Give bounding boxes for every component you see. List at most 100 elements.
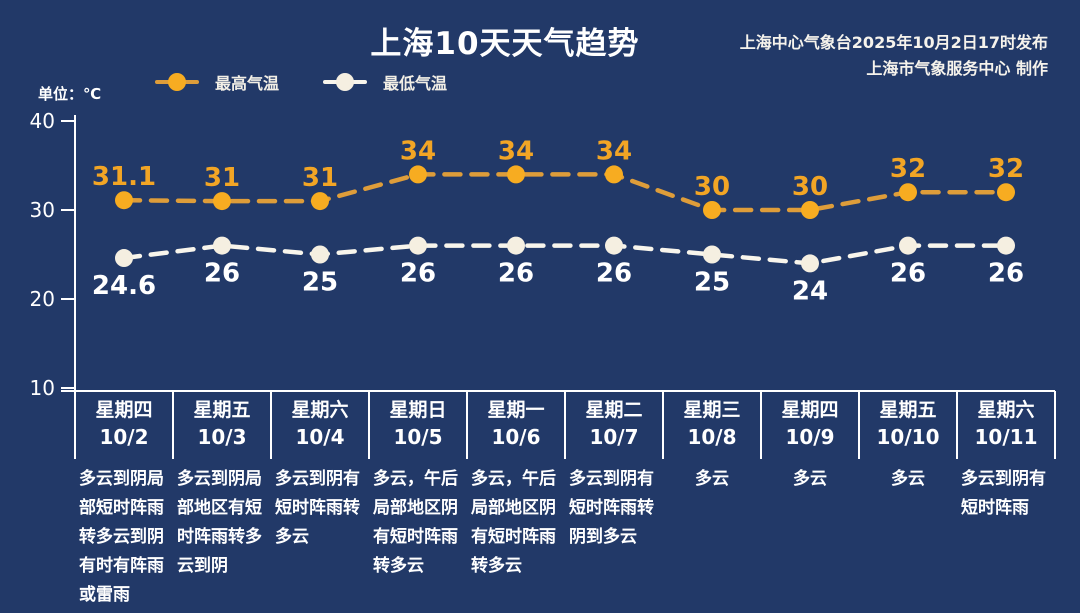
y-tick-label: 20 — [30, 287, 55, 311]
page-title: 上海10天天气趋势 — [370, 26, 640, 62]
day-column: 星期日 10/5 多云，午后局部地区阴有短时阵雨转多云 — [369, 391, 467, 581]
max-temp-value-label: 32 — [890, 154, 926, 184]
max-temp-line — [121, 172, 1009, 213]
y-tick-label: 10 — [30, 376, 55, 400]
min-temp-line — [121, 243, 1009, 266]
min-temp-point — [409, 236, 427, 255]
max-temp-value-label: 32 — [988, 154, 1024, 184]
min-temp-point — [507, 236, 525, 255]
day-column: 星期二 10/7 多云到阴有短时阵雨转阴到多云 — [565, 391, 663, 552]
max-temp-point — [703, 201, 721, 219]
day-weekday-label: 星期二 — [585, 399, 643, 421]
max-temp-point — [409, 165, 427, 184]
min-temp-value-label: 26 — [204, 259, 240, 289]
day-weather-description: 多云到阴局部短时阵雨转多云到阴有时有阵雨或雷雨 — [79, 469, 164, 605]
min-temp-point — [605, 236, 623, 255]
min-temp-value-label: 24 — [792, 276, 828, 306]
produced-by-line: 上海市气象服务中心 制作 — [866, 59, 1048, 78]
max-temp-value-label: 31.1 — [92, 162, 156, 192]
day-weather-description: 多云，午后局部地区阴有短时阵雨转多云 — [373, 469, 458, 576]
unit-label: 单位：℃ — [38, 85, 102, 103]
day-weather-description: 多云到阴局部地区有短时阵雨转多云到阴 — [177, 469, 262, 576]
day-date-label: 10/7 — [589, 425, 639, 449]
source-info: 上海中心气象台2025年10月2日17时发布 上海市气象服务中心 制作 — [740, 30, 1048, 82]
min-temp-series: 24.6 26 25 26 26 26 25 24 26 26 — [92, 236, 1024, 306]
max-temp-value-label: 31 — [302, 163, 338, 193]
y-axis: 40 30 20 10 — [30, 109, 76, 459]
day-date-label: 10/9 — [785, 425, 835, 449]
legend-item-max-temp: 最高气温 — [155, 70, 279, 94]
day-column: 星期四 10/9 多云 — [761, 391, 859, 494]
min-temp-value-label: 26 — [596, 259, 632, 289]
min-temp-point — [997, 236, 1015, 255]
day-weather-description: 多云 — [891, 469, 925, 489]
min-temp-point — [899, 236, 917, 255]
day-date-label: 10/11 — [974, 425, 1038, 449]
min-temp-value-label: 26 — [988, 259, 1024, 289]
day-weather-description: 多云 — [695, 469, 729, 489]
min-temp-value-label: 26 — [498, 259, 534, 289]
min-temp-point — [801, 254, 819, 273]
max-temp-point — [311, 192, 329, 211]
min-temp-marker-icon — [323, 73, 368, 91]
min-temp-value-label: 25 — [694, 268, 730, 298]
min-temp-point — [703, 245, 721, 264]
max-temp-point — [213, 192, 231, 211]
max-temp-point — [997, 183, 1015, 202]
day-column: 星期五 10/10 多云 — [859, 391, 957, 494]
day-weekday-label: 星期四 — [781, 399, 839, 421]
max-temp-marker-icon — [155, 73, 199, 91]
min-temp-value-label: 26 — [890, 259, 926, 289]
min-temp-point — [213, 236, 231, 255]
issued-by-line: 上海中心气象台2025年10月2日17时发布 — [739, 33, 1048, 52]
day-date-label: 10/10 — [876, 425, 940, 449]
day-column: 星期六 10/4 多云到阴有短时阵雨转多云 — [271, 391, 369, 552]
chart-legend: 最高气温 最低气温 — [155, 70, 447, 94]
day-column: 星期四 10/2 多云到阴局部短时阵雨转多云到阴有时有阵雨或雷雨 — [75, 391, 173, 610]
day-weather-description: 多云到阴有短时阵雨 — [961, 469, 1046, 518]
day-weekday-label: 星期三 — [683, 399, 741, 421]
min-temp-value-label: 24.6 — [92, 271, 156, 301]
day-date-label: 10/3 — [197, 425, 247, 449]
max-temp-point — [605, 165, 623, 184]
max-temp-value-label: 30 — [694, 172, 730, 202]
max-temp-point — [801, 201, 819, 219]
day-column: 星期五 10/3 多云到阴局部地区有短时阵雨转多云到阴 — [173, 391, 271, 581]
min-temp-value-label: 26 — [400, 259, 436, 289]
day-weekday-label: 星期四 — [95, 399, 153, 421]
x-axis — [61, 390, 1056, 459]
day-weekday-label: 星期五 — [193, 399, 251, 421]
legend-label-min: 最低气温 — [383, 74, 448, 93]
max-temp-value-label: 34 — [400, 136, 436, 166]
day-date-label: 10/4 — [295, 425, 345, 449]
day-date-label: 10/8 — [687, 425, 737, 449]
max-temp-value-label: 30 — [792, 172, 828, 202]
day-date-label: 10/2 — [99, 425, 149, 449]
max-temp-point — [115, 191, 133, 210]
day-weekday-label: 星期日 — [389, 399, 447, 421]
day-column: 星期六 10/11 多云到阴有短时阵雨 — [957, 391, 1055, 523]
max-temp-point — [507, 165, 525, 184]
day-weekday-label: 星期六 — [291, 399, 349, 421]
day-column: 星期三 10/8 多云 — [663, 391, 761, 494]
day-weekday-label: 星期五 — [879, 399, 937, 421]
day-weather-description: 多云，午后局部地区阴有短时阵雨转多云 — [471, 469, 556, 576]
day-date-label: 10/6 — [491, 425, 541, 449]
day-weather-description: 多云到阴有短时阵雨转阴到多云 — [569, 469, 654, 547]
y-tick-label: 30 — [30, 198, 55, 222]
day-weather-description: 多云 — [793, 469, 827, 489]
legend-label-max: 最高气温 — [215, 74, 280, 93]
min-temp-value-label: 25 — [302, 268, 338, 298]
y-tick-label: 40 — [30, 109, 55, 133]
max-temp-value-label: 31 — [204, 163, 240, 193]
min-temp-point — [115, 249, 133, 268]
max-temp-value-label: 34 — [498, 136, 534, 166]
day-weekday-label: 星期六 — [977, 399, 1035, 421]
max-temp-point — [899, 183, 917, 202]
min-temp-point — [311, 245, 329, 264]
day-date-label: 10/5 — [393, 425, 443, 449]
legend-item-min-temp: 最低气温 — [323, 70, 447, 94]
max-temp-series: 31.1 31 31 34 34 34 30 30 32 32 — [92, 136, 1024, 219]
